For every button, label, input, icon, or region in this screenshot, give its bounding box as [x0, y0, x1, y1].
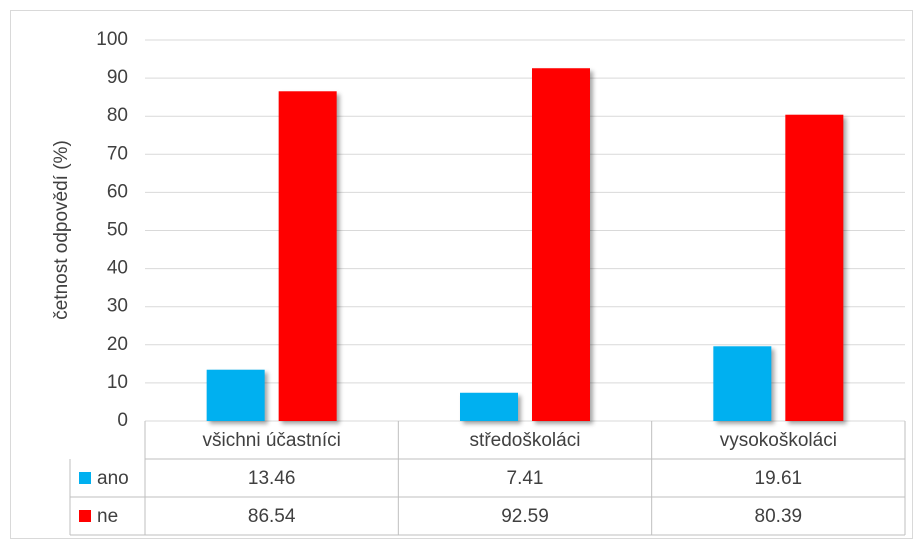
y-tick-label: 0: [117, 410, 128, 431]
table-value: 19.61: [755, 468, 803, 489]
y-tick-label: 50: [107, 220, 128, 241]
bar: [713, 346, 772, 421]
bar: [460, 392, 518, 421]
bar: [206, 369, 265, 421]
x-tick-label: vysokoškoláci: [720, 430, 837, 451]
table-value: 13.46: [248, 468, 296, 489]
bar: [278, 91, 337, 422]
bar: [532, 68, 590, 421]
y-axis-label: četnost odpovědí (%): [51, 140, 72, 320]
y-tick-label: 30: [107, 296, 128, 317]
x-tick-label: všichni účastníci: [202, 430, 340, 451]
table-value: 86.54: [248, 506, 296, 527]
y-tick-label: 100: [96, 29, 128, 50]
y-tick-label: 10: [107, 372, 128, 393]
table-value: 80.39: [755, 506, 803, 527]
y-tick-label: 70: [107, 143, 128, 164]
y-tick-label: 40: [107, 258, 128, 279]
y-tick-label: 20: [107, 334, 128, 355]
x-tick-label: středoškoláci: [470, 430, 581, 451]
table-value: 7.41: [507, 468, 544, 489]
table-value: 92.59: [501, 506, 549, 527]
legend-swatch: [79, 472, 91, 484]
y-tick-label: 60: [107, 181, 128, 202]
legend-label: ne: [97, 506, 118, 527]
bar: [785, 114, 844, 421]
y-tick-label: 90: [107, 67, 128, 88]
legend-swatch: [79, 510, 91, 522]
legend-label: ano: [97, 468, 129, 489]
y-tick-label: 80: [107, 105, 128, 126]
